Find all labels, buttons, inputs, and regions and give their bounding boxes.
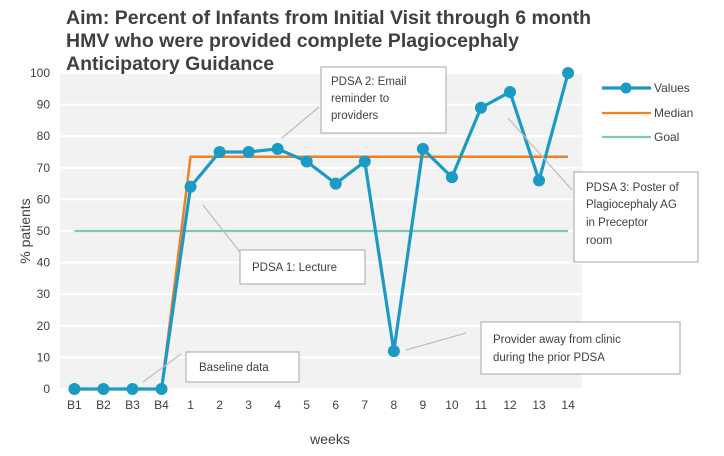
pdsa2-line-3: providers [331, 110, 379, 122]
x-axis-label: weeks [309, 431, 350, 447]
chart-title-line-1: Aim: Percent of Infants from Initial Vis… [66, 7, 591, 29]
x-tick-b4: B4 [154, 398, 169, 412]
series-values [68, 67, 575, 395]
pdsa3-leader [507, 117, 573, 191]
y-tick-labels: 0 10 20 30 40 50 60 70 80 90 100 [30, 66, 50, 396]
pdsa2-line-2: reminder to [331, 93, 389, 105]
away-leader [405, 332, 467, 351]
baseline-line-1: Baseline data [199, 362, 269, 374]
values-point-12 [504, 85, 516, 98]
values-point-b1 [68, 383, 81, 395]
values-point-14 [562, 67, 575, 79]
x-tick-4: 4 [274, 398, 281, 412]
chart-title: Aim: Percent of Infants from Initial Vis… [66, 7, 591, 75]
chart-title-line-3: Anticipatory Guidance [66, 53, 274, 75]
x-tick-9: 9 [420, 398, 427, 412]
values-point-7 [358, 155, 371, 168]
pdsa1-box [239, 249, 366, 285]
x-tick-8: 8 [390, 398, 397, 412]
x-tick-b3: B3 [125, 398, 140, 412]
values-point-b3 [126, 383, 139, 395]
pdsa1-line-1: PDSA 1: Lecture [252, 262, 337, 274]
x-tick-1: 1 [187, 398, 194, 412]
x-tick-13: 13 [532, 398, 546, 412]
y-tick-100: 100 [30, 66, 50, 80]
y-tick-0: 0 [43, 382, 50, 396]
legend-label-median: Median [654, 106, 693, 120]
pdsa3-box [573, 171, 699, 263]
pdsa3-line-1: PDSA 3: Poster of [586, 182, 679, 194]
values-point-b4 [155, 383, 168, 395]
annotations: PDSA 2: Email reminder to providers PDSA… [142, 66, 699, 383]
values-point-1 [184, 180, 197, 193]
legend-label-values: Values [654, 81, 690, 95]
away-box [480, 321, 681, 375]
pdsa3-line-4: room [586, 235, 612, 247]
y-tick-60: 60 [37, 192, 51, 206]
values-point-8 [387, 345, 400, 358]
baseline-box [185, 351, 300, 383]
x-tick-labels: B1 B2 B3 B4 1 2 3 4 5 6 7 8 9 10 11 12 13 14 [67, 398, 575, 412]
y-tick-30: 30 [37, 287, 51, 301]
x-tick-7: 7 [361, 398, 368, 412]
x-tick-12: 12 [503, 398, 517, 412]
x-tick-b2: B2 [96, 398, 111, 412]
away-line-1: Provider away from clinic [493, 334, 621, 346]
y-axis-label: % patients [17, 198, 33, 263]
x-tick-10: 10 [445, 398, 459, 412]
baseline-leader [142, 353, 182, 383]
legend-label-goal: Goal [654, 130, 679, 144]
values-point-5 [300, 155, 313, 168]
values-point-11 [474, 101, 487, 114]
y-tick-10: 10 [37, 350, 51, 364]
series-layer [68, 67, 575, 395]
values-point-3 [242, 146, 255, 158]
y-tick-70: 70 [37, 161, 51, 175]
legend: Values Median Goal [602, 81, 693, 144]
y-tick-80: 80 [37, 129, 51, 143]
away-line-2: during the prior PDSA [493, 352, 605, 364]
x-tick-2: 2 [216, 398, 223, 412]
pdsa1-leader [202, 204, 241, 253]
y-tick-40: 40 [37, 256, 51, 270]
values-point-13 [533, 174, 546, 187]
x-tick-3: 3 [245, 398, 252, 412]
pdsa3-line-2: Plagiocephaly AG [586, 199, 677, 211]
pdsa2-box [320, 66, 447, 134]
y-tick-50: 50 [37, 224, 51, 238]
values-point-b2 [97, 383, 110, 395]
y-tick-90: 90 [37, 98, 51, 112]
pdsa3-line-3: in Preceptor [586, 217, 648, 229]
x-tick-14: 14 [561, 398, 575, 412]
x-tick-b1: B1 [67, 398, 82, 412]
legend-marker-values [620, 82, 632, 94]
pdsa2-line-1: PDSA 2: Email [331, 76, 406, 88]
pdsa2-leader [281, 106, 320, 139]
x-tick-11: 11 [475, 398, 488, 412]
values-point-4 [271, 142, 284, 155]
x-tick-6: 6 [332, 398, 339, 412]
x-tick-5: 5 [303, 398, 310, 412]
values-point-10 [445, 171, 458, 184]
values-point-6 [329, 177, 342, 190]
y-tick-20: 20 [37, 319, 51, 333]
values-point-2 [213, 146, 226, 158]
values-point-9 [416, 142, 429, 155]
chart-title-line-2: HMV who were provided complete Plagiocep… [66, 30, 519, 52]
